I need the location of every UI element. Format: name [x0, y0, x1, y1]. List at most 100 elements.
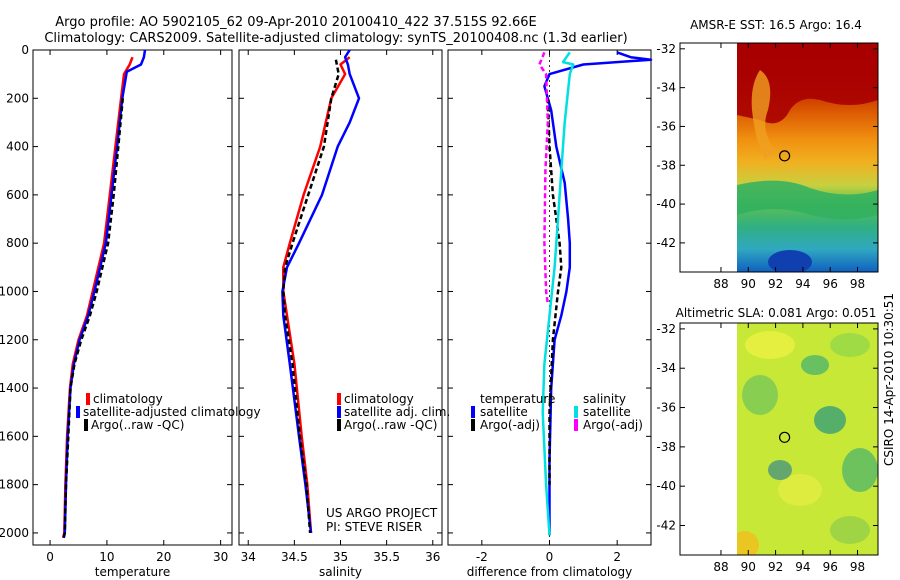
depth-tick-label: 1200	[0, 333, 29, 347]
sla-map-field	[737, 323, 878, 555]
difference-xtick-label: 2	[613, 550, 621, 564]
salinity-panel: 34 34.5 35 35.5 36 salinity climatology satel…	[238, 49, 450, 579]
legend-swatch-argo	[84, 419, 88, 431]
difference-xtick-label: 0	[546, 550, 554, 564]
sla-map-ytick-label: -40	[656, 479, 676, 493]
sst-map-ytick-label: -32	[656, 42, 676, 56]
sla-map-ytick-label: -32	[656, 322, 676, 336]
legend-title-temperature: temperature	[480, 392, 555, 406]
legend-label-sal-sat: satellite adj. clim.	[344, 405, 450, 419]
depth-tick-label: 1600	[0, 429, 29, 443]
sla-map-xtick-label: 92	[768, 560, 783, 574]
sla-blob-10	[830, 516, 870, 544]
sst-map-title: AMSR-E SST: 16.5 Argo: 16.4	[690, 18, 862, 32]
legend-swatch-sal-argo	[337, 419, 341, 431]
salinity-xtick-label: 35.5	[373, 550, 400, 564]
sla-blob-6	[842, 448, 878, 492]
legend-label-sal-argo: Argo(..raw -QC)	[344, 418, 437, 432]
sst-map-ytick-label: -40	[656, 197, 676, 211]
sla-map-ytick-label: -36	[656, 401, 676, 415]
legend-swatch-dtemp-sat	[471, 406, 475, 418]
salinity-series-line	[281, 49, 361, 534]
salinity-legend: climatology satellite adj. clim. Argo(..…	[337, 392, 450, 432]
sst-map-panel: AMSR-E SST: 16.5 Argo: 16.4 -32 -34 -36 -38…	[656, 18, 879, 291]
legend-swatch-dsal-sat	[574, 406, 578, 418]
sla-map-xtick-label: 90	[741, 560, 756, 574]
temperature-xtick-label: 10	[99, 550, 114, 564]
temperature-frame	[32, 49, 233, 546]
sla-map-xtick-label: 88	[713, 560, 728, 574]
sst-map-field	[737, 43, 878, 272]
sla-blob-4	[742, 375, 778, 415]
sla-map-panel: Altimetric SLA: 0.081 Argo: 0.051 -32 -34…	[656, 306, 879, 574]
sla-map-title: Altimetric SLA: 0.081 Argo: 0.051	[676, 306, 877, 320]
legend-label-dtemp-sat: satellite	[480, 405, 528, 419]
sla-blob-9	[737, 531, 759, 555]
credit-project: US ARGO PROJECT	[326, 506, 438, 520]
salinity-xlabel: salinity	[319, 565, 362, 579]
depth-tick-label: 0	[21, 43, 29, 57]
temperature-xtick-label: 0	[46, 550, 54, 564]
sst-cold-patch	[768, 250, 812, 272]
depth-tick-label: 2000	[0, 526, 29, 540]
sla-map-xtick-label: 94	[795, 560, 810, 574]
legend-swatch-dsal-argo	[574, 419, 578, 431]
sst-map-ytick-label: -42	[656, 236, 676, 250]
salinity-series	[281, 49, 361, 534]
sla-blob-5	[814, 406, 846, 434]
sla-map-xtick-label: 96	[823, 560, 838, 574]
sst-map-axes: -32 -34 -36 -38 -40 -42 88 90 92 94 96 98	[656, 42, 879, 291]
legend-label-argo: Argo(..raw -QC)	[91, 418, 184, 432]
sla-map-ytick-label: -38	[656, 440, 676, 454]
legend-label-clim: climatology	[93, 392, 163, 406]
temperature-xlabel: temperature	[95, 565, 170, 579]
depth-tick-label: 600	[6, 188, 29, 202]
sst-map-xtick-label: 88	[713, 277, 728, 291]
temperature-xtick-label: 30	[213, 550, 228, 564]
sst-front	[737, 180, 878, 220]
title-line-1: Argo profile: AO 5902105_62 09-Apr-2010 …	[55, 15, 536, 30]
sst-map-ytick-label: -38	[656, 158, 676, 172]
salinity-xtick-label: 36	[425, 550, 440, 564]
legend-swatch-clim	[86, 393, 90, 405]
temperature-axes: 0 200 400 600 800 1000 1200 1400 1600 1800 2000 0 10…	[0, 43, 233, 579]
sst-map-xtick-label: 90	[741, 277, 756, 291]
difference-series-line	[546, 98, 563, 485]
difference-xtick-label: -2	[476, 550, 488, 564]
temperature-series	[61, 49, 147, 539]
sst-map-xtick-label: 94	[795, 277, 810, 291]
sst-map-ytick-label: -36	[656, 119, 676, 133]
legend-swatch-sal-sat	[337, 406, 341, 418]
depth-tick-label: 200	[6, 91, 29, 105]
legend-label-sal-clim: climatology	[344, 392, 414, 406]
legend-swatch-sat	[76, 406, 80, 418]
sla-map-argo-marker	[778, 431, 791, 443]
temperature-series-line	[61, 56, 134, 539]
salinity-xtick-label: 35	[333, 550, 348, 564]
difference-xlabel: difference from climatology	[467, 565, 633, 579]
salinity-series-line	[282, 56, 351, 533]
difference-legend: temperature satellite Argo(-adj) salinit…	[471, 392, 643, 432]
sla-map-axes: -32 -34 -36 -38 -40 -42 88 90 92 94 96 98	[656, 322, 879, 574]
temperature-xtick-label: 20	[156, 550, 171, 564]
sst-warm-region	[737, 43, 878, 124]
temperature-legend: climatology satellite-adjusted climatolo…	[76, 392, 261, 432]
sst-tongue	[751, 70, 775, 160]
sla-map-ytick-label: -42	[656, 519, 676, 533]
legend-label-sat: satellite-adjusted climatology	[83, 405, 261, 419]
sla-blob-1	[745, 331, 795, 359]
legend-title-salinity: salinity	[583, 392, 626, 406]
sst-map-xtick-label: 98	[850, 277, 865, 291]
temperature-series-line	[62, 98, 125, 539]
sst-map-xtick-label: 92	[768, 277, 783, 291]
salinity-xtick-label: 34	[241, 550, 256, 564]
sst-map-argo-marker	[778, 150, 791, 162]
sla-map-frame	[679, 322, 879, 556]
legend-label-dsal-argo: Argo(-adj)	[583, 418, 643, 432]
legend-swatch-sal-clim	[337, 393, 341, 405]
depth-tick-label: 1000	[0, 284, 29, 298]
sla-map-xtick-label: 98	[850, 560, 865, 574]
sst-map-frame	[679, 42, 879, 273]
salinity-xtick-label: 34.5	[281, 550, 308, 564]
